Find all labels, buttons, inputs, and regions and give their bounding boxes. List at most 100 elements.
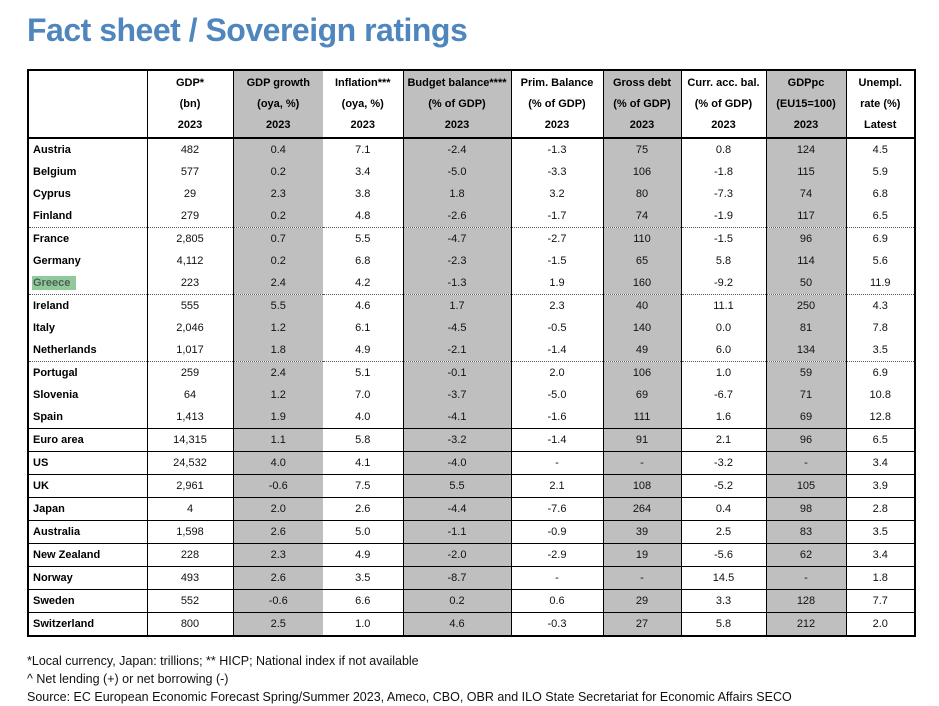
- gdp-growth-cell: -0.6: [233, 589, 323, 613]
- gdppc-cell: 69: [766, 406, 847, 429]
- gross-debt-cell: 160: [603, 272, 682, 295]
- gdppc-cell: 96: [766, 428, 847, 452]
- gdp-growth-cell: 5.5: [233, 294, 323, 317]
- table-header-row: GDP* (bn) 2023 GDP growth (oya, %) 2023 Inflat…: [28, 70, 915, 138]
- prim-balance-cell: -: [511, 566, 604, 590]
- header-line: (% of GDP): [528, 97, 586, 110]
- unempl-cell: 3.9: [872, 480, 888, 492]
- table-row: Switzerland 800 2.5 1.0 4.6 -0.3 27 5.8 212 2.0: [28, 612, 915, 636]
- prim-balance-cell: -1.7: [511, 205, 604, 228]
- budget-balance-cell: -1.3: [403, 272, 512, 295]
- inflation-cell: 4.6: [323, 294, 404, 317]
- curr-acc-bal-cell: -6.7: [681, 384, 767, 406]
- gross-debt-cell: 65: [603, 250, 682, 272]
- curr-acc-bal-cell: -5.2: [681, 474, 767, 498]
- country-cell: Euro area: [28, 428, 148, 452]
- budget-balance-cell: -2.1: [403, 339, 512, 362]
- prim-balance-cell: -1.6: [511, 406, 604, 429]
- country-column-header: [28, 70, 148, 138]
- footnote-lending: ^ Net lending (+) or net borrowing (-): [27, 671, 229, 686]
- header-line: rate (%): [860, 97, 901, 110]
- prim-balance-cell: -: [511, 451, 604, 475]
- gdppc-cell: 59: [766, 361, 847, 384]
- curr-acc-bal-cell: -9.2: [681, 272, 767, 295]
- inflation-cell: 4.0: [323, 406, 404, 429]
- gdp-growth-cell: 2.0: [233, 497, 323, 521]
- highlighted-country-label: Greece: [32, 276, 77, 290]
- gdp-growth-cell: 0.7: [233, 227, 323, 250]
- gdp-growth-cell: 1.2: [233, 384, 323, 406]
- gdp-cell: 223: [147, 272, 234, 295]
- gdp-cell: 259: [147, 361, 234, 384]
- gdppc-cell: 96: [766, 227, 847, 250]
- prim-balance-cell: -0.9: [511, 520, 604, 544]
- prim-balance-cell: -7.6: [511, 497, 604, 521]
- header-line: (% of GDP): [428, 97, 486, 110]
- gdp-cell: 2,046: [147, 317, 234, 339]
- gross-debt-column-header: Gross debt (% of GDP) 2023: [603, 70, 682, 138]
- curr-acc-bal-cell: -3.2: [681, 451, 767, 475]
- table-row: Cyprus 29 2.3 3.8 1.8 3.2 80 -7.3 74 6.8: [28, 183, 915, 205]
- gross-debt-cell: 106: [603, 161, 682, 183]
- table-body: Austria 482 0.4 7.1 -2.4 -1.3 75 0.8 124 4.5 Belgi…: [28, 138, 915, 636]
- table-row: Belgium 577 0.2 3.4 -5.0 -3.3 106 -1.8 115 5.9: [28, 161, 915, 183]
- country-cell: Greece: [28, 272, 148, 295]
- budget-balance-cell: -5.0: [403, 161, 512, 183]
- country-cell: Cyprus: [28, 183, 148, 205]
- gdppc-cell: 83: [766, 520, 847, 544]
- header-line: 2023: [544, 118, 570, 131]
- gdp-cell: 2,961: [147, 474, 234, 498]
- gdp-growth-cell: 2.6: [233, 566, 323, 590]
- prim-balance-cell: -2.9: [511, 543, 604, 567]
- gdp-cell: 482: [147, 138, 234, 161]
- country-cell: UK: [28, 474, 148, 498]
- budget-balance-cell: 5.5: [403, 474, 512, 498]
- inflation-cell: 3.4: [323, 161, 404, 183]
- budget-balance-cell: -4.0: [403, 451, 512, 475]
- table-row: Germany 4,112 0.2 6.8 -2.3 -1.5 65 5.8 114 5.6: [28, 250, 915, 272]
- gross-debt-cell: 40: [603, 294, 682, 317]
- header-line: (EU15=100): [776, 97, 836, 110]
- unempl-cell: 3.4: [872, 457, 888, 469]
- header-line: Latest: [864, 118, 897, 131]
- header-line: GDP*: [175, 76, 205, 89]
- country-cell: Netherlands: [28, 339, 148, 362]
- table-row: US 24,532 4.0 4.1 -4.0- - -3.2-3.4: [28, 451, 915, 475]
- curr-acc-bal-cell: 1.6: [681, 406, 767, 429]
- inflation-cell: 7.0: [323, 384, 404, 406]
- gdppc-cell: 115: [766, 161, 847, 183]
- gdppc-cell: -: [766, 566, 847, 590]
- gdppc-cell: 250: [766, 294, 847, 317]
- gross-debt-cell: 74: [603, 205, 682, 228]
- gross-debt-cell: 264: [603, 497, 682, 521]
- inflation-cell: 6.6: [323, 589, 404, 613]
- gdp-growth-cell: 0.2: [233, 205, 323, 228]
- budget-balance-cell: 1.8: [403, 183, 512, 205]
- gdppc-cell: 114: [766, 250, 847, 272]
- table-row: Japan 4 2.0 2.6 -4.4 -7.6 264 0.4 98 2.8: [28, 497, 915, 521]
- curr-acc-bal-cell: -1.8: [681, 161, 767, 183]
- gdp-cell: 279: [147, 205, 234, 228]
- gdppc-cell: 71: [766, 384, 847, 406]
- budget-balance-cell: -3.2: [403, 428, 512, 452]
- gdp-growth-cell: 1.9: [233, 406, 323, 429]
- gross-debt-cell: 111: [603, 406, 682, 429]
- header-line: 2023: [444, 118, 470, 131]
- country-cell: France: [28, 227, 148, 250]
- prim-balance-cell: -1.5: [511, 250, 604, 272]
- curr-acc-bal-cell: 3.3: [681, 589, 767, 613]
- gross-debt-cell: 91: [603, 428, 682, 452]
- gross-debt-cell: 27: [603, 612, 682, 636]
- table-row: Australia 1,598 2.6 5.0 -1.1 -0.9 39 2.5 83 3.5: [28, 520, 915, 544]
- gross-debt-cell: -: [603, 566, 682, 590]
- budget-balance-cell: -2.3: [403, 250, 512, 272]
- gross-debt-cell: 19: [603, 543, 682, 567]
- gdppc-cell: 124: [766, 138, 847, 161]
- unempl-cell: 6.5: [872, 210, 888, 222]
- gdp-growth-cell: 2.3: [233, 543, 323, 567]
- prim-balance-cell: 2.1: [511, 474, 604, 498]
- prim-balance-cell: -5.0: [511, 384, 604, 406]
- curr-acc-bal-cell: 1.0: [681, 361, 767, 384]
- table-row: UK 2,961 -0.6 7.5 5.5 2.1 108 -5.2 105 3.9: [28, 474, 915, 498]
- gdppc-cell: 105: [766, 474, 847, 498]
